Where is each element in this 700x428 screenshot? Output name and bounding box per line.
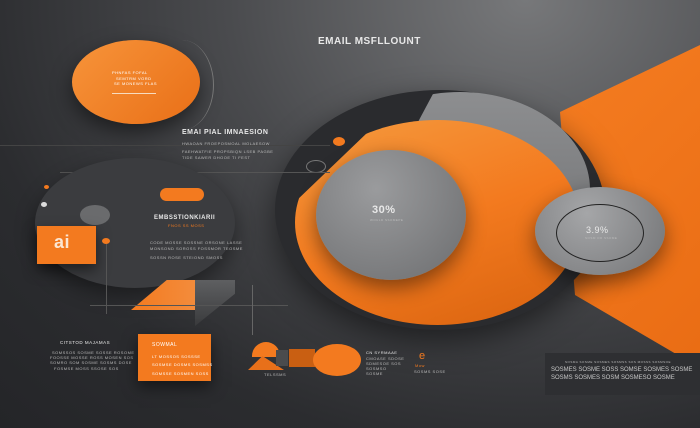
panel-title: SOSMA SOSME SOSMES SOSMSS SOS MOSSS SOSM… <box>565 360 672 364</box>
small-stat-value: 3.9% <box>586 225 609 235</box>
ai-logo-box <box>37 226 96 264</box>
orange-box-line: SOSMSE DOSMS SOSMSS <box>152 362 213 367</box>
small-stat-sub: SOSM OR SSOME <box>585 236 618 240</box>
brand-e-icon: e <box>419 350 426 362</box>
brand-name: Mow <box>415 363 425 368</box>
orange-block <box>289 349 315 367</box>
info-panel <box>545 353 700 395</box>
shapes-label: TELSSMS <box>264 372 287 377</box>
section-line: HWAOAN FROEPOSMOAL MOLAESOW <box>182 141 270 146</box>
arc-line <box>150 40 214 130</box>
white-dot <box>41 202 47 207</box>
divider <box>0 145 330 146</box>
right-text-title: CN SYRMAAE <box>366 350 398 355</box>
vertical-line <box>106 244 107 314</box>
block-line: SOSSN ROSE STEIOND SMOSS <box>150 255 223 260</box>
orange-circle-small <box>313 344 361 376</box>
left-bottom-line: SOMSSOS SOSME SOSSE ROSOME <box>52 350 135 355</box>
orange-box-title: SOWMAL <box>152 342 178 348</box>
block-title: EMBSSTIONKIARII <box>154 215 216 221</box>
orange-box-line: LT MOSSOS SOSSSE <box>152 354 201 359</box>
orange-box-line: SOMSSE SOSMEN SOSS <box>152 371 209 376</box>
divider <box>112 93 156 94</box>
gray-block <box>276 350 288 366</box>
orange-dot <box>44 185 49 189</box>
section-title: EMAI PIAL IMNAESION <box>182 129 269 136</box>
circle-text-3: SE MONEWS FLAS <box>114 81 158 86</box>
divider <box>90 305 288 306</box>
ai-logo: ai <box>54 232 71 252</box>
block-line: CODE MOSSE SOSSNE ORSONE LASSE <box>150 240 243 245</box>
page-title: EMAIL MSFLLOUNT <box>318 36 421 47</box>
right-text-line: SOSME <box>366 371 383 376</box>
gray-wedge <box>195 280 235 326</box>
right-text-line: SOSMSO <box>366 366 387 371</box>
left-dark-circle <box>35 158 235 288</box>
block-line: MONSOND SOROSS FOSSMOR TEOSME <box>150 246 243 251</box>
gray-sphere <box>80 205 110 225</box>
section-line: TIDE SAWER DHOOE TI FEST <box>182 155 251 160</box>
circle-text-1: PHNFAS FOFAL <box>112 70 148 75</box>
stat-ring <box>556 204 644 262</box>
big-stat-circle <box>316 150 466 280</box>
right-text-line: CMOASE SDOSE <box>366 356 405 361</box>
section-line: FAEHWATFIE PROPSBIQN LSEB PAGBE <box>182 149 274 154</box>
left-bottom-line: FOSMSE MOSS SSOSE SOS <box>54 366 119 371</box>
big-stat-sub: WOULD SSOMEPE <box>370 218 404 222</box>
left-bottom-title: CITSTOD MAJAMAS <box>60 340 111 345</box>
right-text-line: SDMESOE SOS <box>366 361 402 366</box>
circle-text-2: SEMTRM VORD <box>116 76 152 81</box>
left-bottom-line: FOOSSE MOSSE ROSS MOSEN SOS <box>50 355 134 360</box>
big-stat-value: 30% <box>372 204 396 216</box>
orange-dot <box>102 238 110 244</box>
orange-half-circle <box>252 342 280 357</box>
orange-pill <box>160 188 204 201</box>
block-subtitle: FNOS SS MOSS <box>168 223 205 228</box>
panel-body: SOSMES SOSME SOSS SOMSE SOSMES SOSME SOS… <box>551 367 693 381</box>
orange-box <box>138 334 211 381</box>
vertical-line <box>252 285 253 335</box>
orange-dot <box>333 137 345 146</box>
brand-sub: SOSMS SOSE <box>414 369 446 374</box>
left-bottom-line: SOMRO SOM SOSME SOSMS DOSE <box>50 360 132 365</box>
